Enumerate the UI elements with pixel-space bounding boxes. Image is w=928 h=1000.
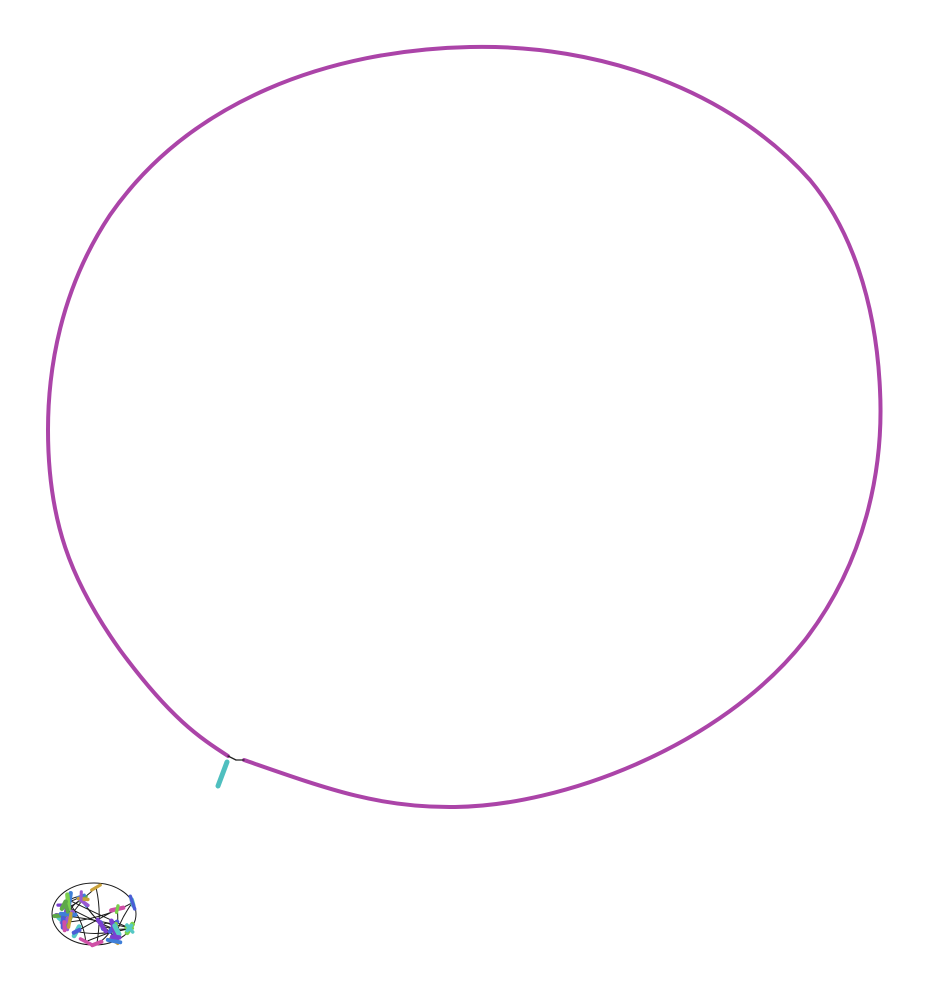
tangle-contig[interactable] xyxy=(112,923,122,937)
tail-contig[interactable] xyxy=(215,759,230,789)
tangle-link[interactable] xyxy=(76,928,131,934)
tangle-link[interactable] xyxy=(95,887,100,944)
junction-edge-left[interactable] xyxy=(227,755,237,761)
small-tangled-component xyxy=(51,882,137,948)
main-graph-component xyxy=(46,44,883,810)
tangle-contig[interactable] xyxy=(90,883,102,892)
tangle-contig[interactable] xyxy=(71,927,82,935)
tangle-contig[interactable] xyxy=(95,917,108,934)
tangle-contig[interactable] xyxy=(78,937,93,947)
tangle-contig[interactable] xyxy=(114,904,120,915)
tangle-contig[interactable] xyxy=(67,911,73,929)
tangle-contig[interactable] xyxy=(125,923,135,934)
tangle-contig[interactable] xyxy=(109,934,122,940)
tangle-contig[interactable] xyxy=(58,911,78,917)
tangle-contig[interactable] xyxy=(105,937,123,945)
tangle-contig[interactable] xyxy=(128,894,137,911)
tangle-contig[interactable] xyxy=(65,892,71,912)
tangle-contig[interactable] xyxy=(63,902,70,914)
tangle-contig[interactable] xyxy=(90,939,104,948)
main-circular-contig[interactable] xyxy=(46,44,883,810)
